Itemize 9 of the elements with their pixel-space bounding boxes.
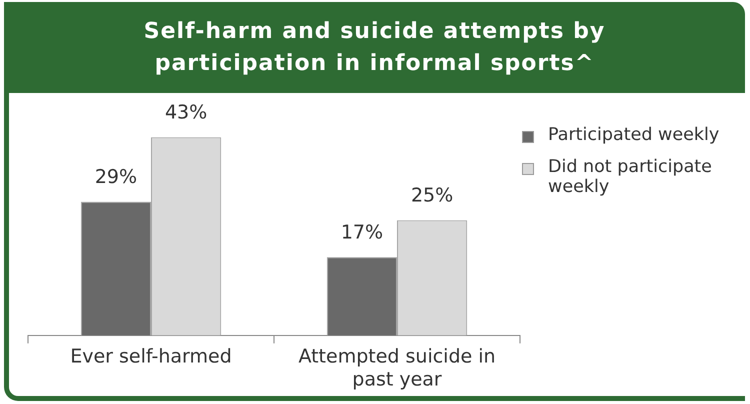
data-label: 29%	[94, 166, 138, 188]
x-tick-label: Ever self-harmed	[70, 346, 232, 368]
x-tick-label: Attempted suicide in past year	[298, 346, 496, 391]
data-label: 17%	[340, 222, 384, 244]
data-label: 43%	[164, 102, 208, 124]
data-label: 25%	[410, 184, 454, 207]
legend-label: Did not participate weekly	[548, 157, 713, 197]
legend-label: Participated weekly	[548, 125, 720, 145]
chart-title: Self-harm and suicide attempts by participation in informal sports^	[142, 18, 606, 78]
